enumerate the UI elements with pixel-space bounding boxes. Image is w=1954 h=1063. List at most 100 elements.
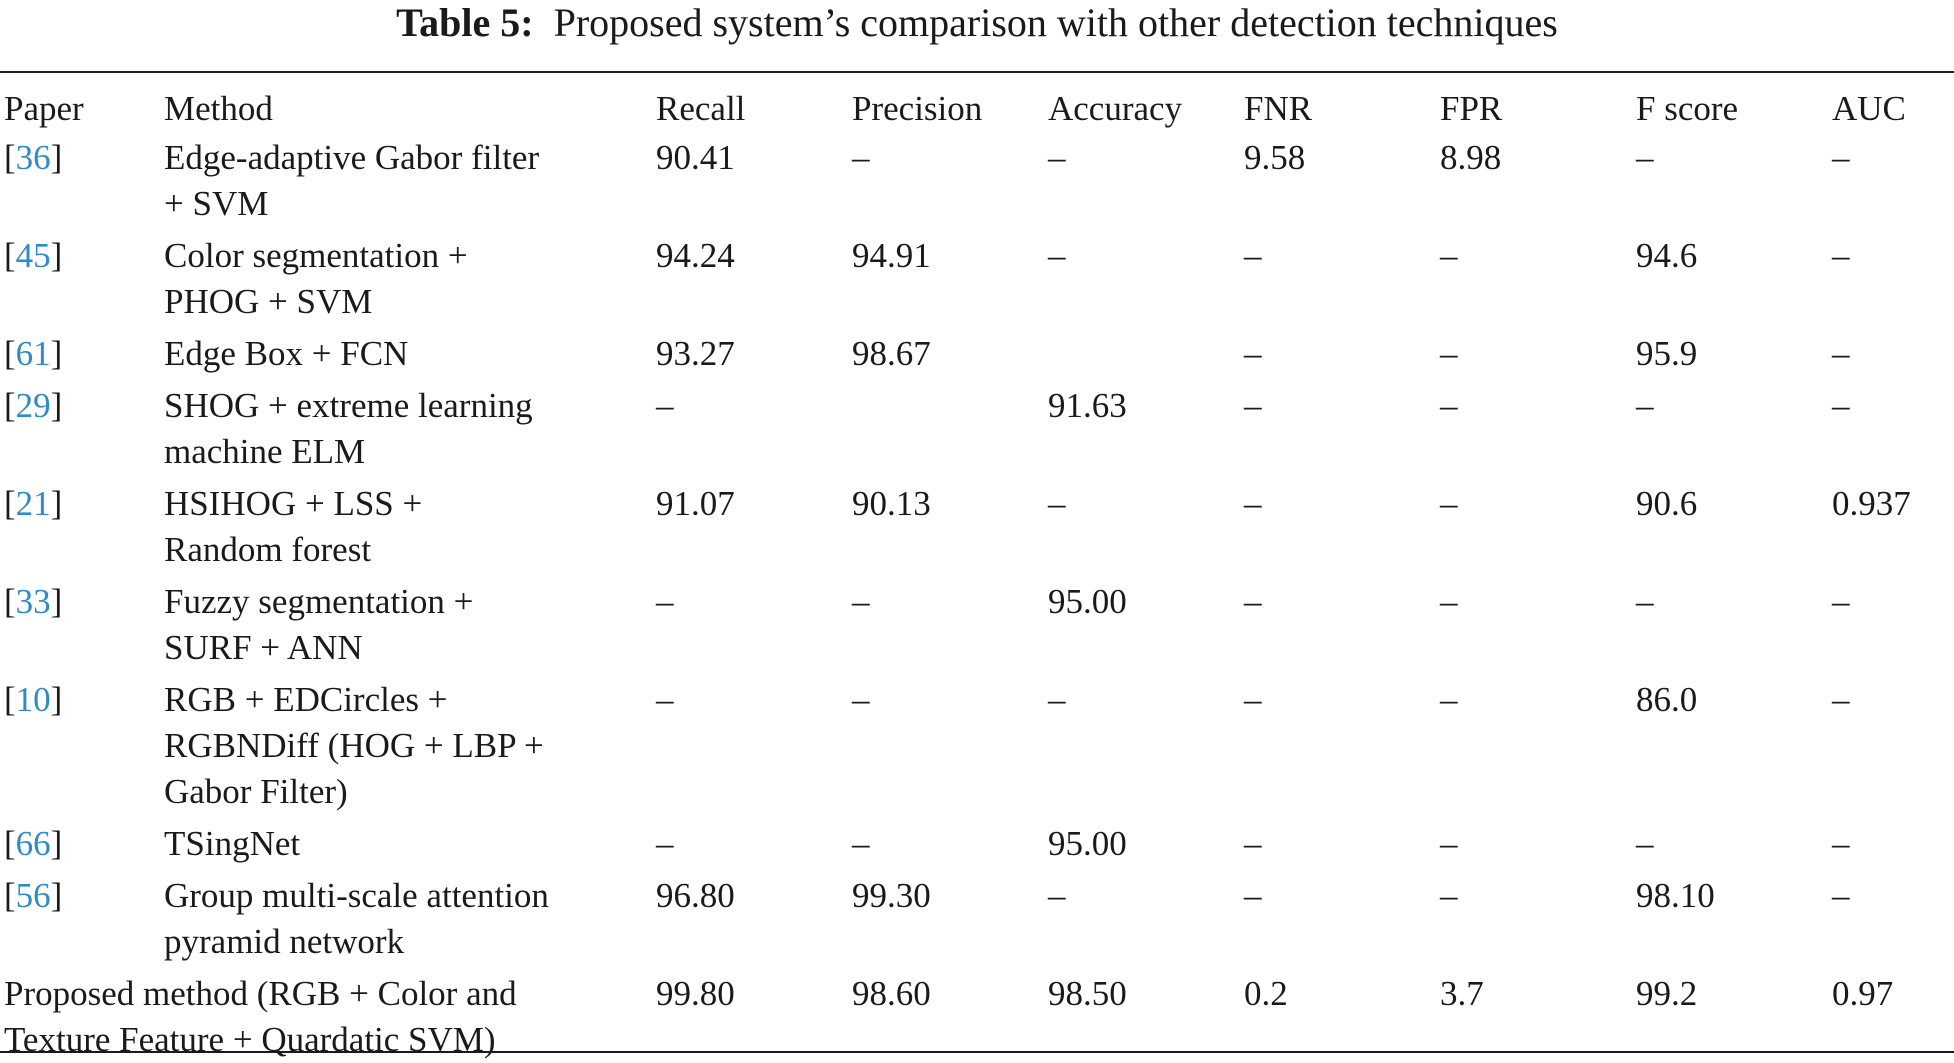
accuracy-cell: – [1048,680,1066,719]
recall-cell: – [656,582,674,621]
citation-link[interactable]: 45 [15,236,51,275]
auc-cell: – [1832,824,1850,863]
citation-link[interactable]: 36 [15,138,51,177]
precision-cell: 94.91 [852,236,931,275]
citation-link[interactable]: 29 [15,386,51,425]
caption-text: Proposed system’s comparison with other … [553,0,1558,45]
table-caption: Table 5: Proposed system’s comparison wi… [0,0,1954,46]
fnr-cell: – [1244,386,1262,425]
precision-cell: – [852,680,870,719]
fscore-cell: – [1636,138,1654,177]
proposed-method-line: Proposed method (RGB + Color and [4,974,517,1013]
citation-link[interactable]: 66 [15,824,51,863]
fpr-cell: – [1440,484,1458,523]
fpr-cell: 8.98 [1440,138,1502,177]
fscore-cell: 90.6 [1636,484,1698,523]
recall-cell: 94.24 [656,236,735,275]
fpr-cell: – [1440,680,1458,719]
method-line: Random forest [164,530,372,569]
fnr-cell: – [1244,484,1262,523]
header-paper: Paper [4,89,84,128]
method-line: SURF + ANN [164,628,363,667]
precision-cell: – [852,138,870,177]
accuracy-cell: 91.63 [1048,386,1127,425]
citation-link[interactable]: 33 [15,582,51,621]
proposed-fscore-cell: 99.2 [1636,974,1698,1013]
citation-link[interactable]: 10 [15,680,51,719]
auc-cell: – [1832,680,1850,719]
bottom-rule [0,1051,1954,1053]
header-recall: Recall [656,89,746,128]
paper-reference: [33] [4,582,63,621]
auc-cell: – [1832,386,1850,425]
method-line: HSIHOG + LSS + [164,484,423,523]
fnr-cell: – [1244,334,1262,373]
citation-link[interactable]: 61 [15,334,51,373]
auc-cell: – [1832,138,1850,177]
paper-reference: [36] [4,138,63,177]
method-line: pyramid network [164,922,405,961]
method-line: Edge Box + FCN [164,334,409,373]
recall-cell: – [656,824,674,863]
paper-reference: [21] [4,484,63,523]
precision-cell: 90.13 [852,484,931,523]
paper-reference: [66] [4,824,63,863]
fnr-cell: – [1244,876,1262,915]
citation-link[interactable]: 56 [15,876,51,915]
recall-cell: – [656,680,674,719]
recall-cell: 91.07 [656,484,735,523]
auc-cell: 0.937 [1832,484,1911,523]
fnr-cell: – [1244,824,1262,863]
auc-cell: – [1832,334,1850,373]
header-auc: AUC [1832,89,1906,128]
precision-cell: – [852,582,870,621]
fscore-cell: 95.9 [1636,334,1698,373]
fnr-cell: – [1244,582,1262,621]
method-line: + SVM [164,184,269,223]
method-line: Gabor Filter) [164,772,348,811]
recall-cell: 96.80 [656,876,735,915]
paper-reference: [29] [4,386,63,425]
method-line: Fuzzy segmentation + [164,582,474,621]
fnr-cell: – [1244,680,1262,719]
recall-cell: – [656,386,674,425]
accuracy-cell: – [1048,236,1066,275]
method-line: Edge-adaptive Gabor filter [164,138,540,177]
recall-cell: 90.41 [656,138,735,177]
header-fpr: FPR [1440,89,1503,128]
caption-label: Table 5: [396,0,534,45]
fscore-cell: 86.0 [1636,680,1698,719]
fpr-cell: – [1440,334,1458,373]
method-line: RGB + EDCircles + [164,680,448,719]
auc-cell: – [1832,582,1850,621]
paper-reference: [61] [4,334,63,373]
precision-cell: – [852,824,870,863]
proposed-auc-cell: 0.97 [1832,974,1894,1013]
header-fnr: FNR [1244,89,1313,128]
proposed-recall-cell: 99.80 [656,974,735,1013]
accuracy-cell: – [1048,876,1066,915]
method-line: RGBNDiff (HOG + LBP + [164,726,544,765]
accuracy-cell: 95.00 [1048,824,1127,863]
paper-reference: [10] [4,680,63,719]
recall-cell: 93.27 [656,334,735,373]
fscore-cell: 98.10 [1636,876,1715,915]
proposed-accuracy-cell: 98.50 [1048,974,1127,1013]
precision-cell: 99.30 [852,876,931,915]
method-line: TSingNet [164,824,301,863]
fnr-cell: – [1244,236,1262,275]
fpr-cell: – [1440,236,1458,275]
fpr-cell: – [1440,386,1458,425]
citation-link[interactable]: 21 [15,484,51,523]
proposed-method-line: Texture Feature + Quardatic SVM) [4,1020,496,1059]
auc-cell: – [1832,236,1850,275]
precision-cell: 98.67 [852,334,931,373]
header-fscore: F score [1636,89,1739,128]
proposed-fnr-cell: 0.2 [1244,974,1288,1013]
fscore-cell: – [1636,824,1654,863]
method-line: SHOG + extreme learning [164,386,533,425]
proposed-precision-cell: 98.60 [852,974,931,1013]
method-line: machine ELM [164,432,366,471]
fpr-cell: – [1440,824,1458,863]
method-line: PHOG + SVM [164,282,373,321]
